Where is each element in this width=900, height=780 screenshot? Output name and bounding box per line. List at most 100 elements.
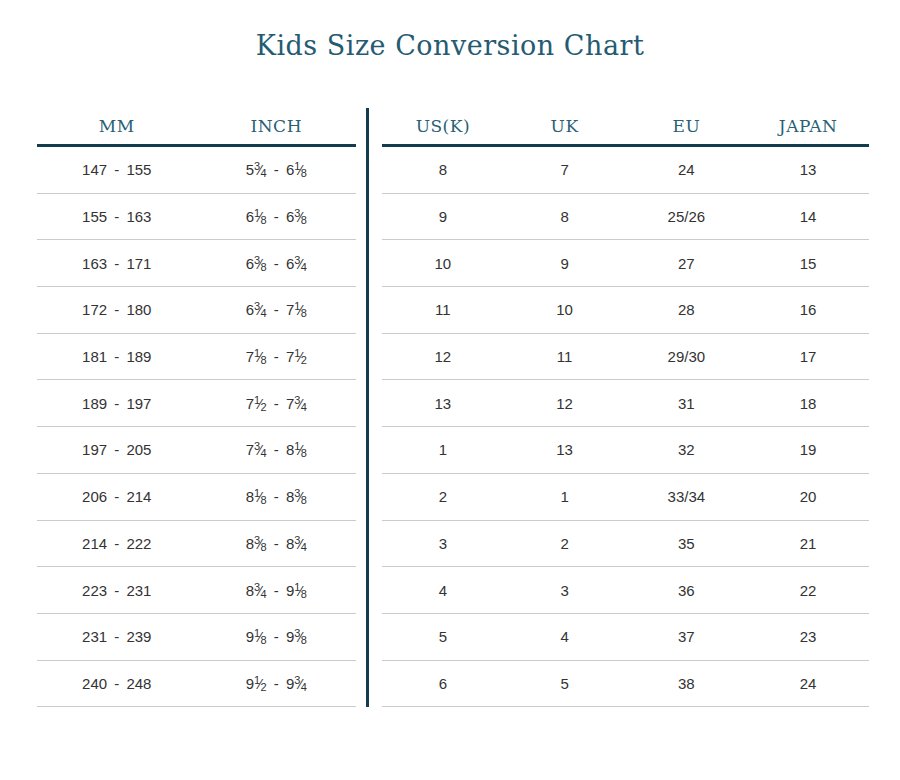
measurement-table-header: MM INCH	[37, 108, 356, 147]
cell-eu: 24	[626, 161, 748, 178]
cell-eu: 28	[626, 301, 748, 318]
cell-eu: 32	[626, 441, 748, 458]
cell-us-k: 1	[382, 441, 504, 458]
cell-eu: 35	[626, 535, 748, 552]
cell-us-k: 2	[382, 488, 504, 505]
table-row: 197 - 20573⁄4 - 81⁄8	[37, 427, 356, 474]
page-title: Kids Size Conversion Chart	[0, 0, 900, 61]
cell-mm: 155 - 163	[37, 208, 197, 225]
cell-uk: 7	[504, 161, 626, 178]
cell-eu: 31	[626, 395, 748, 412]
conversion-table: MM INCH 147 - 15553⁄4 - 61⁄8 155 - 16361⁄…	[37, 108, 900, 707]
column-header-japan: JAPAN	[747, 116, 869, 136]
cell-us-k: 9	[382, 208, 504, 225]
table-row: 189 - 19771⁄2 - 73⁄4	[37, 380, 356, 427]
cell-mm: 223 - 231	[37, 582, 197, 599]
column-header-uk: UK	[504, 116, 626, 136]
cell-mm: 214 - 222	[37, 535, 197, 552]
cell-eu: 38	[626, 675, 748, 692]
cell-inch: 53⁄4 - 61⁄8	[197, 161, 357, 178]
cell-uk: 12	[504, 395, 626, 412]
cell-mm: 172 - 180	[37, 301, 197, 318]
table-row: 223 - 23183⁄4 - 91⁄8	[37, 567, 356, 614]
cell-japan: 14	[747, 208, 869, 225]
cell-uk: 10	[504, 301, 626, 318]
table-row: 653824	[382, 661, 869, 708]
cell-us-k: 8	[382, 161, 504, 178]
cell-eu: 29/30	[626, 348, 748, 365]
cell-japan: 23	[747, 628, 869, 645]
table-row: 2133/3420	[382, 474, 869, 521]
cell-inch: 73⁄4 - 81⁄8	[197, 441, 357, 458]
sizes-table-header: US(K) UK EU JAPAN	[382, 108, 869, 147]
table-row: 13123118	[382, 380, 869, 427]
cell-inch: 63⁄4 - 71⁄8	[197, 301, 357, 318]
cell-us-k: 10	[382, 255, 504, 272]
cell-uk: 11	[504, 348, 626, 365]
table-row: 1133219	[382, 427, 869, 474]
table-row: 231 - 23991⁄8 - 93⁄8	[37, 614, 356, 661]
cell-us-k: 4	[382, 582, 504, 599]
cell-uk: 9	[504, 255, 626, 272]
cell-mm: 163 - 171	[37, 255, 197, 272]
cell-uk: 1	[504, 488, 626, 505]
table-row: 240 - 24891⁄2 - 93⁄4	[37, 661, 356, 708]
right-table-body: 8724139825/2614109271511102816121129/301…	[382, 147, 869, 707]
cell-us-k: 11	[382, 301, 504, 318]
table-row: 147 - 15553⁄4 - 61⁄8	[37, 147, 356, 194]
cell-inch: 81⁄8 - 83⁄8	[197, 488, 357, 505]
column-divider	[366, 108, 369, 707]
table-row: 543723	[382, 614, 869, 661]
cell-uk: 13	[504, 441, 626, 458]
cell-japan: 15	[747, 255, 869, 272]
cell-mm: 181 - 189	[37, 348, 197, 365]
cell-uk: 4	[504, 628, 626, 645]
table-row: 323521	[382, 521, 869, 568]
cell-eu: 25/26	[626, 208, 748, 225]
measurement-table: MM INCH 147 - 15553⁄4 - 61⁄8 155 - 16361⁄…	[37, 108, 356, 707]
cell-us-k: 12	[382, 348, 504, 365]
cell-japan: 24	[747, 675, 869, 692]
cell-japan: 22	[747, 582, 869, 599]
sizes-table: US(K) UK EU JAPAN 8724139825/26141092715…	[382, 108, 869, 707]
table-row: 1092715	[382, 240, 869, 287]
cell-japan: 21	[747, 535, 869, 552]
cell-mm: 240 - 248	[37, 675, 197, 692]
left-table-body: 147 - 15553⁄4 - 61⁄8 155 - 16361⁄8 - 63⁄8…	[37, 147, 356, 707]
table-row: 206 - 21481⁄8 - 83⁄8	[37, 474, 356, 521]
cell-japan: 13	[747, 161, 869, 178]
cell-japan: 17	[747, 348, 869, 365]
table-row: 9825/2614	[382, 194, 869, 241]
cell-inch: 71⁄2 - 73⁄4	[197, 395, 357, 412]
cell-mm: 206 - 214	[37, 488, 197, 505]
table-row: 172 - 18063⁄4 - 71⁄8	[37, 287, 356, 334]
cell-eu: 33/34	[626, 488, 748, 505]
cell-inch: 61⁄8 - 63⁄8	[197, 208, 357, 225]
cell-uk: 3	[504, 582, 626, 599]
cell-inch: 83⁄4 - 91⁄8	[197, 582, 357, 599]
cell-japan: 19	[747, 441, 869, 458]
cell-eu: 27	[626, 255, 748, 272]
cell-japan: 18	[747, 395, 869, 412]
table-row: 181 - 18971⁄8 - 71⁄2	[37, 334, 356, 381]
cell-inch: 91⁄2 - 93⁄4	[197, 675, 357, 692]
cell-mm: 197 - 205	[37, 441, 197, 458]
column-header-eu: EU	[626, 116, 748, 136]
cell-inch: 71⁄8 - 71⁄2	[197, 348, 357, 365]
table-row: 214 - 22283⁄8 - 83⁄4	[37, 521, 356, 568]
table-row: 121129/3017	[382, 334, 869, 381]
column-header-mm: MM	[37, 116, 197, 136]
cell-japan: 20	[747, 488, 869, 505]
cell-eu: 37	[626, 628, 748, 645]
cell-inch: 63⁄8 - 63⁄4	[197, 255, 357, 272]
cell-inch: 83⁄8 - 83⁄4	[197, 535, 357, 552]
cell-mm: 147 - 155	[37, 161, 197, 178]
table-row: 163 - 17163⁄8 - 63⁄4	[37, 240, 356, 287]
column-header-us-k: US(K)	[382, 116, 504, 136]
cell-us-k: 6	[382, 675, 504, 692]
cell-mm: 189 - 197	[37, 395, 197, 412]
cell-uk: 8	[504, 208, 626, 225]
cell-inch: 91⁄8 - 93⁄8	[197, 628, 357, 645]
size-conversion-page: Kids Size Conversion Chart MM INCH 147 -…	[0, 0, 900, 780]
cell-us-k: 13	[382, 395, 504, 412]
